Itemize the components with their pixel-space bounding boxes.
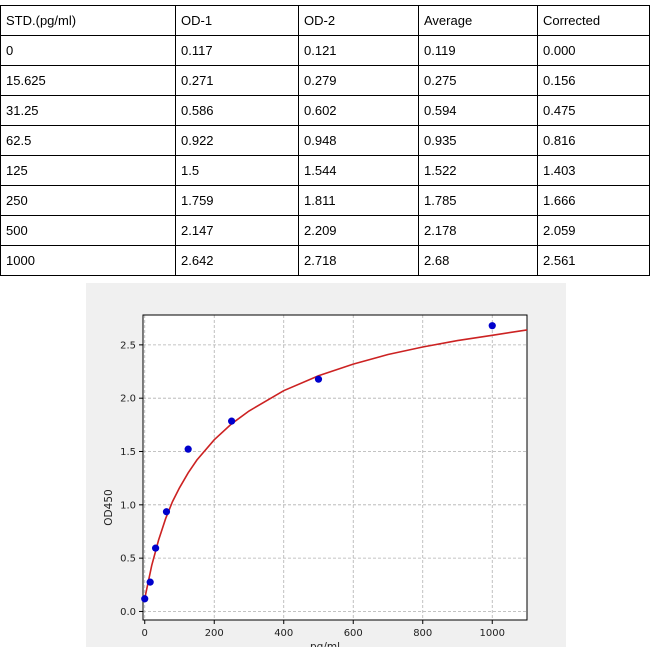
x-tick-label: 600 <box>344 628 363 639</box>
table-cell: 15.625 <box>0 65 176 96</box>
data-point <box>162 508 171 516</box>
table-header-cell: Corrected <box>537 5 650 36</box>
table-cell: 0.475 <box>537 95 650 126</box>
table-row: 125 1.5 1.544 1.522 1.403 <box>0 155 650 186</box>
y-tick-label: 2.0 <box>120 394 136 405</box>
table-cell: 0.117 <box>175 35 299 66</box>
y-tick-label: 2.5 <box>120 340 136 351</box>
table-cell: 31.25 <box>0 95 176 126</box>
table-cell: 125 <box>0 155 176 186</box>
table-cell: 2.059 <box>537 215 650 246</box>
table-cell: 2.642 <box>175 245 299 276</box>
table-cell: 0.119 <box>418 35 538 66</box>
table-cell: 250 <box>0 185 176 216</box>
x-tick-label: 1000 <box>480 628 505 639</box>
x-axis-label: pg/ml <box>310 641 340 647</box>
table-cell: 0.594 <box>418 95 538 126</box>
standard-curve-chart: 0 200 400 600 800 1000 0.0 0.5 1.0 1.5 2.0 2.5 pg/ml… <box>86 283 566 653</box>
table-cell: 2.178 <box>418 215 538 246</box>
x-tick-label: 800 <box>413 628 432 639</box>
table-header-cell: Average <box>418 5 538 36</box>
y-tick-label: 1.0 <box>120 500 136 511</box>
data-point <box>488 322 496 330</box>
table-header-cell: OD-1 <box>175 5 299 36</box>
data-point <box>228 417 236 425</box>
y-tick-label: 0.0 <box>120 607 136 618</box>
table-row: 250 1.759 1.811 1.785 1.666 <box>0 185 650 216</box>
table-cell: 0.816 <box>537 125 650 156</box>
table-cell: 500 <box>0 215 176 246</box>
table-cell: 2.718 <box>298 245 419 276</box>
table-row: 62.5 0.922 0.948 0.935 0.816 <box>0 125 650 156</box>
table-header-row: STD.(pg/ml) OD-1 OD-2 Average Corrected <box>0 5 650 36</box>
table-row: 500 2.147 2.209 2.178 2.059 <box>0 215 650 246</box>
table-cell: 1.811 <box>298 185 419 216</box>
table-cell: 0.922 <box>175 125 299 156</box>
table-row: 15.625 0.271 0.279 0.275 0.156 <box>0 65 650 96</box>
table-cell: 0.948 <box>298 125 419 156</box>
table-cell: 2.68 <box>418 245 538 276</box>
table-row: 1000 2.642 2.718 2.68 2.561 <box>0 245 650 276</box>
standard-curve-table: STD.(pg/ml) OD-1 OD-2 Average Corrected 0 0.11… <box>0 5 650 276</box>
table-cell: 1.5 <box>175 155 299 186</box>
plot-frame <box>142 314 528 621</box>
data-point <box>314 375 323 383</box>
table-cell: 1000 <box>0 245 176 276</box>
table-cell: 0.271 <box>175 65 299 96</box>
table-cell: 2.209 <box>298 215 419 246</box>
table-cell: 0.602 <box>298 95 419 126</box>
table-cell: 2.561 <box>537 245 650 276</box>
data-point <box>141 595 149 603</box>
table-cell: 2.147 <box>175 215 299 246</box>
data-point <box>146 578 154 586</box>
table-row: 0 0.117 0.121 0.119 0.000 <box>0 35 650 66</box>
x-tick-label: 200 <box>205 628 224 639</box>
table-cell: 1.544 <box>298 155 419 186</box>
chart-svg: 0 200 400 600 800 1000 0.0 0.5 1.0 1.5 2.0 2.5 pg/ml… <box>103 314 528 653</box>
y-axis-label: OD450 <box>103 489 115 525</box>
table-cell: 0.000 <box>537 35 650 66</box>
table-cell: 1.666 <box>537 185 650 216</box>
table-cell: 0.279 <box>298 65 419 96</box>
table-header-cell: OD-2 <box>298 5 419 36</box>
table-cell: 0.586 <box>175 95 299 126</box>
y-tick-label: 1.5 <box>120 447 136 458</box>
data-point <box>151 544 160 552</box>
table-cell: 1.759 <box>175 185 299 216</box>
table-row: 31.25 0.586 0.602 0.594 0.475 <box>0 95 650 126</box>
table-cell: 1.403 <box>537 155 650 186</box>
table-header-cell: STD.(pg/ml) <box>0 5 176 36</box>
plot-area <box>143 315 527 620</box>
table-cell: 0 <box>0 35 176 66</box>
table-cell: 0.121 <box>298 35 419 66</box>
table-cell: 0.275 <box>418 65 538 96</box>
table-cell: 1.522 <box>418 155 538 186</box>
table-cell: 0.935 <box>418 125 538 156</box>
table-cell: 62.5 <box>0 125 176 156</box>
data-point <box>184 445 192 453</box>
table-cell: 0.156 <box>537 65 650 96</box>
x-tick-label: 400 <box>274 628 293 639</box>
table-cell: 1.785 <box>418 185 538 216</box>
x-tick-label: 0 <box>142 628 148 639</box>
y-tick-label: 0.5 <box>120 554 136 565</box>
